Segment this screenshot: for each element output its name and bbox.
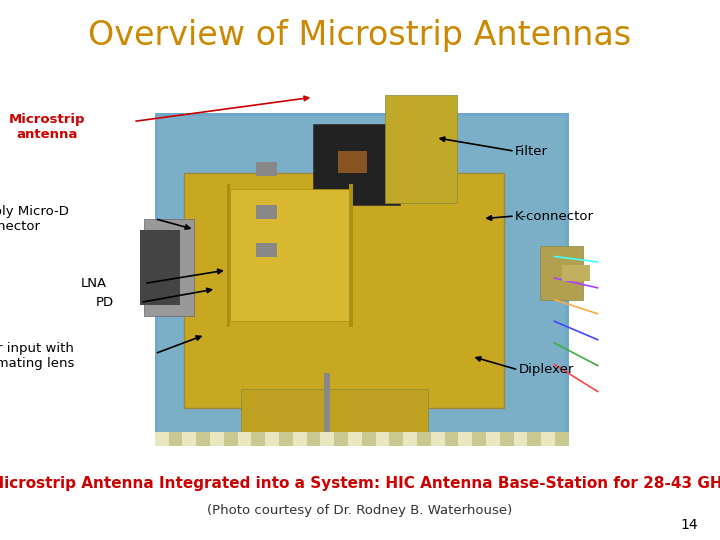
Bar bbox=[184, 173, 504, 408]
Bar bbox=[320, 432, 334, 445]
Bar bbox=[385, 94, 457, 202]
Bar bbox=[376, 432, 390, 445]
Bar bbox=[513, 432, 527, 445]
Bar bbox=[196, 432, 210, 445]
Bar bbox=[540, 246, 583, 300]
Bar bbox=[541, 432, 555, 445]
Bar bbox=[417, 432, 431, 445]
Bar bbox=[251, 432, 265, 445]
Bar bbox=[390, 432, 403, 445]
Text: PD: PD bbox=[95, 296, 114, 309]
Bar bbox=[527, 432, 541, 445]
Bar bbox=[168, 432, 182, 445]
Bar bbox=[562, 265, 590, 281]
Bar bbox=[313, 124, 400, 205]
Bar bbox=[241, 389, 428, 437]
Bar bbox=[256, 162, 277, 176]
Bar bbox=[182, 432, 196, 445]
Bar bbox=[444, 432, 459, 445]
Bar bbox=[324, 373, 330, 437]
Text: K-connector: K-connector bbox=[515, 210, 594, 222]
Bar bbox=[334, 432, 348, 445]
Text: Microstrip
antenna: Microstrip antenna bbox=[9, 113, 85, 141]
Text: Overview of Microstrip Antennas: Overview of Microstrip Antennas bbox=[89, 18, 631, 52]
Bar bbox=[238, 432, 251, 445]
Bar bbox=[338, 151, 367, 173]
Bar bbox=[307, 432, 320, 445]
Text: Filter: Filter bbox=[515, 145, 548, 158]
Bar bbox=[140, 230, 180, 305]
Bar bbox=[472, 432, 486, 445]
Text: Fiber input with
collimating lens: Fiber input with collimating lens bbox=[0, 342, 74, 370]
Bar bbox=[256, 243, 277, 256]
Bar bbox=[224, 432, 238, 445]
Bar bbox=[155, 113, 569, 446]
Bar bbox=[349, 184, 353, 327]
Bar bbox=[555, 432, 569, 445]
Text: Microstrip Antenna Integrated into a System: HIC Antenna Base-Station for 28-43 : Microstrip Antenna Integrated into a Sys… bbox=[0, 476, 720, 491]
Bar bbox=[155, 432, 168, 445]
Bar bbox=[486, 432, 500, 445]
Bar bbox=[210, 432, 224, 445]
Bar bbox=[361, 432, 376, 445]
Bar bbox=[144, 219, 194, 316]
Bar bbox=[403, 432, 417, 445]
Bar bbox=[230, 189, 349, 321]
Bar bbox=[256, 205, 277, 219]
Bar bbox=[158, 116, 565, 443]
Bar bbox=[227, 184, 230, 327]
Text: (Photo courtesy of Dr. Rodney B. Waterhouse): (Photo courtesy of Dr. Rodney B. Waterho… bbox=[207, 504, 513, 517]
Bar bbox=[293, 432, 307, 445]
Bar bbox=[265, 432, 279, 445]
Bar bbox=[500, 432, 513, 445]
Text: DC supply Micro-D
connector: DC supply Micro-D connector bbox=[0, 205, 68, 233]
Bar bbox=[279, 432, 293, 445]
Bar bbox=[459, 432, 472, 445]
Text: Diplexer: Diplexer bbox=[518, 363, 574, 376]
Bar bbox=[431, 432, 445, 445]
Bar bbox=[348, 432, 361, 445]
Text: LNA: LNA bbox=[81, 277, 107, 290]
Text: 14: 14 bbox=[681, 518, 698, 532]
